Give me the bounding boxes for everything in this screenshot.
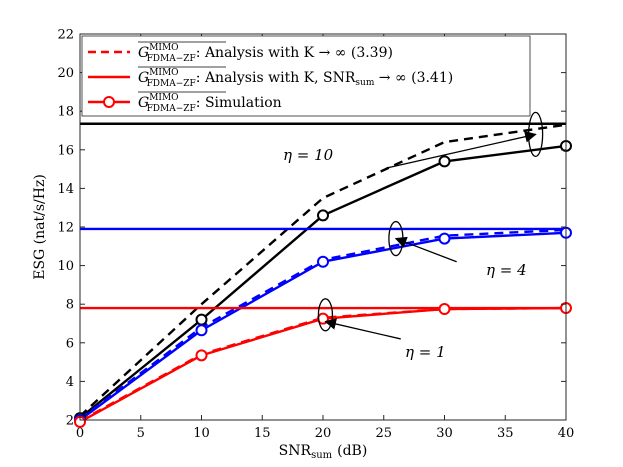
data-point-marker (195, 313, 208, 326)
annotation-ellipse-2 (317, 298, 334, 332)
y-tick-label: 8 (66, 298, 74, 313)
legend: GMIMO FDMA−ZF: Analysis with K → ∞ (3.39)… (81, 35, 531, 117)
data-point-marker (195, 324, 208, 337)
annotation-arrow-1 (394, 236, 457, 263)
annotation-eta-10: η = 10 (283, 146, 334, 164)
annotation-eta-1: η = 1 (405, 343, 446, 361)
x-tick-label: 20 (315, 426, 332, 441)
y-axis-label: ESG (nat/s/Hz) (32, 174, 48, 280)
y-tick-label: 6 (66, 336, 74, 351)
legend-text-2: GMIMO FDMA−ZF: Analysis with K, SNRsum → … (138, 68, 453, 89)
y-tick-label: 18 (57, 105, 74, 120)
annotation-arrow-0 (386, 130, 537, 169)
y-tick-label: 14 (57, 182, 74, 197)
legend-box (81, 35, 531, 117)
y-tick-label: 12 (57, 221, 74, 236)
x-tick-label: 5 (137, 426, 145, 441)
x-tick-label: 25 (375, 426, 392, 441)
data-point-marker (317, 209, 329, 222)
legend-text-1: GMIMO FDMA−ZF: Analysis with K → ∞ (3.39) (138, 43, 393, 64)
x-tick-label: 30 (436, 426, 453, 441)
y-tick-label: 10 (57, 259, 74, 274)
legend-entry-analysis-k-snr: GMIMO FDMA−ZF: Analysis with K, SNRsum → … (88, 66, 453, 89)
x-axis-label: SNRsum (dB) (279, 443, 368, 461)
annotation-arrows (324, 130, 537, 340)
annotation-arrow-2 (324, 318, 401, 340)
legend-entry-simulation: GMIMO FDMA−ZF: Simulation (88, 91, 282, 114)
annotation-eta-4: η = 4 (486, 261, 527, 279)
x-tick-label: 10 (193, 426, 210, 441)
data-point-marker (195, 349, 208, 362)
x-tick-label: 15 (254, 426, 271, 441)
legend-entry-analysis-k: GMIMO FDMA−ZF: Analysis with K → ∞ (3.39) (88, 41, 393, 64)
legend-text-3: GMIMO FDMA−ZF: Simulation (138, 93, 282, 114)
x-tick-label: 0 (76, 426, 84, 441)
data-point-marker (438, 303, 451, 316)
data-point-marker (438, 232, 451, 245)
data-point-marker (317, 255, 329, 268)
data-point-marker (438, 155, 451, 168)
series-line-0 (80, 123, 566, 418)
y-tick-label: 4 (66, 375, 74, 390)
y-tick-label: 16 (57, 143, 74, 158)
x-tick-label: 40 (558, 426, 575, 441)
x-tick-label: 35 (497, 426, 514, 441)
y-tick-label: 2 (66, 414, 74, 429)
y-tick-label: 22 (57, 28, 74, 43)
y-tick-label: 20 (57, 66, 74, 81)
legend-swatch-circle (103, 96, 115, 108)
